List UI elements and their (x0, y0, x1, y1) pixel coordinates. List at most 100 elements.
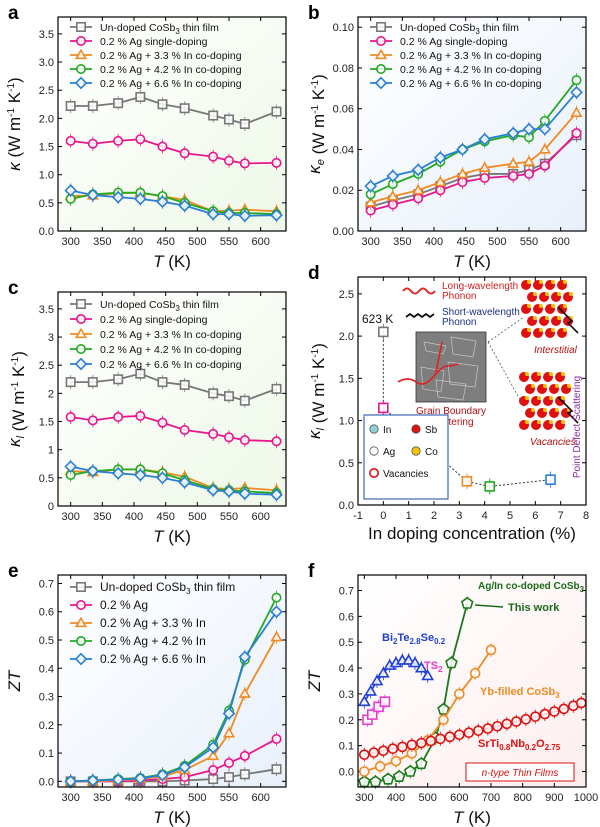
data-point (111, 773, 125, 786)
data-point (411, 163, 425, 177)
data-point (364, 196, 377, 207)
data-point (492, 720, 503, 732)
series-line (70, 96, 277, 125)
y-tick-label: 0.4 (339, 663, 354, 675)
interstitial-lattice (521, 280, 573, 338)
data-point (86, 774, 100, 787)
data-point (208, 388, 219, 399)
point-defect-label: Point Defect Scattering (572, 376, 583, 478)
co-atom (551, 280, 555, 284)
series-line (70, 189, 277, 217)
y-axis-title: ZT (5, 669, 24, 692)
data-point (156, 195, 169, 209)
long-wavelength-label-2: Phonon (442, 291, 476, 302)
data-point (222, 485, 236, 498)
co-atom (525, 420, 529, 424)
data-point (76, 343, 87, 354)
data-point (412, 183, 425, 195)
data-point (374, 761, 386, 772)
atom-legend-label: Ag (383, 447, 395, 458)
data-point (403, 764, 417, 777)
data-point (87, 415, 98, 426)
x-tick-label: 300 (61, 511, 79, 523)
data-point (571, 75, 582, 86)
co-atom (555, 408, 559, 412)
co-atom (531, 408, 535, 412)
legend-label: 0.2 % Ag + 4.2 % In co-doping (100, 64, 242, 76)
data-point (381, 772, 395, 785)
legend-label: 0.2 % Ag + 4.2 % In co-doping (400, 64, 542, 76)
x-axis-title: T (K) (153, 252, 191, 271)
data-point (134, 192, 147, 206)
data-point (74, 48, 88, 60)
y-tick-label: 0.10 (333, 22, 354, 34)
y-tick-label: 2.5 (39, 85, 54, 97)
atom-legend-label: Sb (425, 425, 438, 436)
data-point (478, 132, 491, 146)
data-point (539, 708, 551, 720)
data-point (538, 122, 552, 136)
data-point (271, 157, 282, 168)
data-point (113, 135, 124, 146)
legend-label: 0.2 % Ag + 6.6 % In (100, 652, 206, 666)
x-axis-title: In doping concentration (%) (368, 524, 576, 543)
x-tick-label: 550 (220, 792, 238, 804)
legend-label: 0.2 % Ag (100, 598, 148, 612)
series-line (70, 465, 277, 496)
y-tick-label: 0.1 (39, 748, 54, 760)
data-point (271, 383, 282, 394)
legend-label: Un-doped CoSb3 thin film (100, 22, 219, 36)
y-tick-label: 1 (48, 445, 54, 457)
data-point (179, 379, 190, 390)
data-point (86, 464, 100, 478)
data-point (270, 605, 283, 619)
interstitial-label: Interstitial (534, 345, 578, 356)
x-tick-label: 2 (431, 510, 437, 522)
y-tick-label: 2.5 (339, 289, 354, 301)
data-point (461, 476, 473, 487)
data-point (157, 417, 168, 428)
series-line (70, 414, 277, 443)
series-line (370, 134, 578, 208)
co-atom (527, 328, 531, 332)
data-point (157, 141, 168, 152)
data-point (178, 199, 191, 212)
x-tick-label: -1 (353, 510, 363, 522)
x-tick-label: 550 (220, 511, 238, 523)
y-axis-title: ZT (305, 669, 324, 692)
x-tick-label: 400 (425, 236, 443, 248)
co-atom (527, 304, 531, 308)
data-point (445, 656, 458, 669)
data-point (208, 110, 219, 121)
data-point (414, 661, 428, 673)
atom-legend-label: Co (425, 447, 438, 458)
phonon-arrow-icon (557, 396, 579, 424)
panel-label: b (308, 3, 320, 24)
data-point (222, 207, 236, 221)
data-point (575, 697, 587, 709)
x-tick-label: 4 (482, 510, 488, 522)
y-tick-label: 0.1 (339, 741, 354, 753)
y-tick-label: 0.7 (339, 586, 354, 598)
data-point (87, 377, 98, 388)
data-point (74, 357, 88, 371)
co-atom (545, 316, 549, 320)
series-0-2-ag-6-6-in-co-doping (64, 183, 283, 223)
y-tick-label: 0.6 (39, 607, 54, 619)
data-point (157, 377, 168, 388)
co-atom (537, 420, 541, 424)
y-tick-label: 1.0 (339, 416, 354, 428)
grain-outline (423, 341, 447, 355)
x-tick-label: 550 (220, 236, 238, 248)
co-atom (569, 292, 573, 296)
data-point (359, 749, 370, 760)
data-point (463, 727, 475, 739)
data-point (375, 21, 386, 32)
x-tick-label: 600 (551, 236, 569, 248)
short-wavelength-label-2: Phonon (442, 317, 476, 328)
y-tick-label: 0.7 (39, 578, 54, 590)
data-point (239, 158, 250, 169)
x-tick-label: 800 (513, 792, 531, 804)
x-tick-label: 500 (488, 236, 506, 248)
data-point (416, 737, 427, 749)
